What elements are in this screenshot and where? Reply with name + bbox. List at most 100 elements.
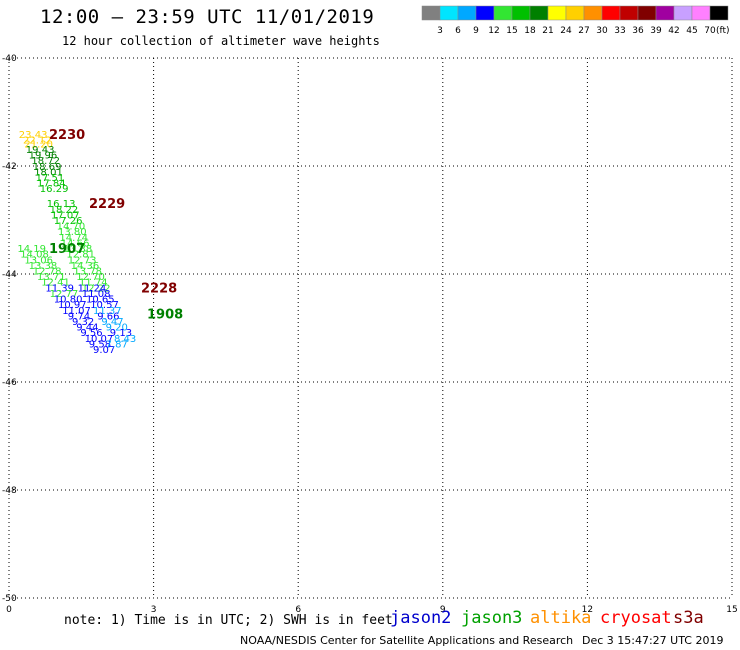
y-tick-label: -48 — [2, 486, 17, 496]
legend-label: 12 — [488, 26, 499, 36]
wave-height-label: 17.51 — [36, 173, 65, 184]
wave-height-label: 11.08 — [82, 289, 111, 300]
y-tick-label: -42 — [2, 162, 17, 172]
wave-height-label: 14.19 — [17, 244, 46, 255]
wave-height-label: 18.72 — [31, 156, 60, 167]
wave-height-label: 12.41 — [41, 278, 70, 289]
legend-label: 27 — [578, 26, 589, 36]
legend-swatches: 3 6 9 12 15 18 21 24 27 30 33 36 39 42 45 70 (ft) — [421, 5, 730, 36]
wave-height-label: 13.78 — [73, 267, 102, 278]
color-legend: 3 6 9 12 15 18 21 24 27 30 33 36 39 42 45 70 (ft) — [420, 5, 736, 41]
wave-height-label: 9.74 — [68, 311, 90, 322]
wave-height-label: 14.70 — [57, 222, 86, 233]
pass-time-label: 1908 — [147, 308, 183, 323]
satellite-s3a: s3a — [673, 608, 704, 628]
satellite-jason3: jason3 — [461, 608, 523, 628]
legend-label: 39 — [650, 26, 662, 36]
wave-height-label: 11.24 — [78, 283, 107, 294]
y-tick-label: -46 — [2, 378, 17, 388]
wave-height-label: 9.47 — [101, 317, 123, 328]
wave-height-label: 7.87 — [106, 339, 128, 350]
wave-height-label: 21.20 — [24, 139, 53, 150]
footer-note: note: 1) Time is in UTC; 2) SWH is in fe… — [64, 613, 393, 628]
satellite-jason2: jason2 — [390, 608, 452, 628]
credit-line: NOAA/NESDIS Center for Satellite Applica… — [240, 634, 574, 647]
legend-label: 45 — [686, 26, 697, 36]
legend-label: 70 — [704, 26, 716, 36]
wave-height-label: 13.06 — [24, 255, 53, 266]
legend-label: 9 — [473, 26, 479, 36]
pass-time-label: 2230 — [49, 128, 85, 143]
x-tick-label: 3 — [151, 605, 157, 615]
pass-time-label: 1907 — [49, 242, 85, 257]
legend-label: 42 — [668, 26, 679, 36]
y-tick-label: -50 — [2, 594, 17, 604]
wave-height-label: 22.12 — [23, 136, 52, 147]
satellite-altika: altika — [530, 608, 592, 628]
wave-height-label: 12.78 — [33, 267, 62, 278]
x-tick-label: 0 — [6, 605, 12, 615]
wave-height-label: 9.13 — [110, 328, 132, 339]
wave-height-label: 11.37 — [93, 306, 122, 317]
legend-label: 33 — [614, 26, 625, 36]
wave-height-label: 9.07 — [93, 345, 115, 356]
legend-label: 3 — [437, 26, 443, 36]
legend-label: 6 — [455, 26, 461, 36]
legend-label: 15 — [506, 26, 517, 36]
wave-height-label: 13.80 — [58, 227, 87, 238]
wave-height-label: 12.22 — [82, 283, 111, 294]
wave-height-label: 14.74 — [59, 233, 88, 244]
satellite-cryosat: cryosat — [600, 608, 672, 628]
wave-height-label: 12.77 — [50, 289, 79, 300]
x-tick-label: 6 — [295, 605, 301, 615]
wave-height-label: 13.38 — [29, 261, 58, 272]
wave-height-label: 14.36 — [71, 261, 100, 272]
wave-height-label: 12.73 — [68, 255, 97, 266]
wave-height-label: 18.22 — [50, 205, 79, 216]
page-title: 12:00 – 23:59 UTC 11/01/2019 — [40, 6, 375, 28]
wave-height-label: 11.07 — [62, 306, 91, 317]
wave-height-label: 14.66 — [61, 238, 90, 249]
wave-height-label: 16.29 — [40, 184, 69, 195]
wave-height-label: 10.07 — [85, 334, 114, 345]
wave-height-label: 12.81 — [66, 250, 95, 261]
legend-unit: (ft) — [716, 26, 730, 36]
x-tick-label: 12 — [582, 605, 593, 615]
pass-time-label: 2228 — [141, 281, 177, 296]
wave-height-label: 19.96 — [29, 151, 58, 162]
wave-height-label: 9.66 — [97, 311, 119, 322]
credit-timestamp: Dec 3 15:47:27 UTC 2019 — [582, 634, 724, 647]
wave-height-label: 10.80 — [54, 295, 83, 306]
wave-height-label: 10.57 — [90, 300, 119, 311]
legend-swatch — [709, 5, 729, 21]
wave-height-label: 16.13 — [47, 199, 76, 210]
wave-height-label: 9.58 — [89, 339, 111, 350]
wave-height-label: 8.43 — [114, 334, 136, 345]
wave-height-label: 18.69 — [33, 162, 62, 173]
x-tick-label: 9 — [440, 605, 446, 615]
wave-height-label: 9.56 — [80, 328, 102, 339]
pass-time-label: 2229 — [89, 197, 125, 212]
wave-height-label: 10.97 — [58, 300, 87, 311]
page-subtitle: 12 hour collection of altimeter wave hei… — [62, 34, 380, 48]
wave-height-label: 9.32 — [72, 317, 94, 328]
x-tick-label: 15 — [726, 605, 737, 615]
wave-height-label: 11.39 — [45, 283, 74, 294]
legend-label: 36 — [632, 26, 644, 36]
wave-height-label: 23.43 — [19, 130, 48, 141]
wave-height-label: 14.08 — [20, 250, 49, 261]
legend-label: 30 — [596, 26, 608, 36]
wave-height-label: 9.20 — [106, 323, 128, 334]
y-tick-label: -40 — [2, 54, 17, 64]
legend-label: 24 — [560, 26, 572, 36]
y-tick-label: -44 — [2, 270, 17, 280]
wave-height-label: 12.70 — [76, 272, 105, 283]
wave-height-label: 17.26 — [54, 216, 83, 227]
wave-height-label: 11.74 — [79, 278, 108, 289]
legend-label: 21 — [542, 26, 553, 36]
wave-height-label: 17.07 — [51, 210, 80, 221]
wave-height-label: 18.01 — [34, 167, 63, 178]
wave-height-label: 9.44 — [76, 323, 98, 334]
legend-label: 18 — [524, 26, 536, 36]
